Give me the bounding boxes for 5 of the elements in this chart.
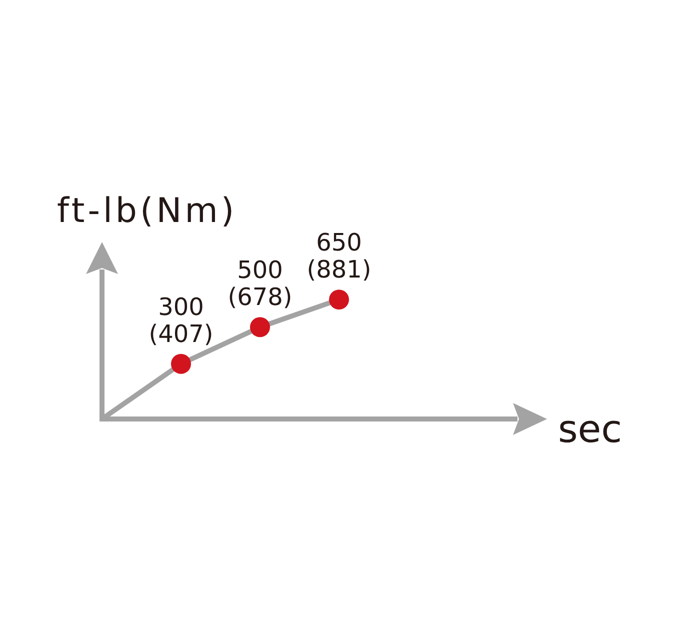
y-axis-title: ft-lb(Nm) [57, 191, 238, 231]
data-label: 500 (678) [228, 256, 292, 312]
data-label: 300 (407) [148, 292, 214, 348]
data-label: 650 (881) [306, 228, 372, 284]
x-axis-title: sec [558, 407, 622, 451]
